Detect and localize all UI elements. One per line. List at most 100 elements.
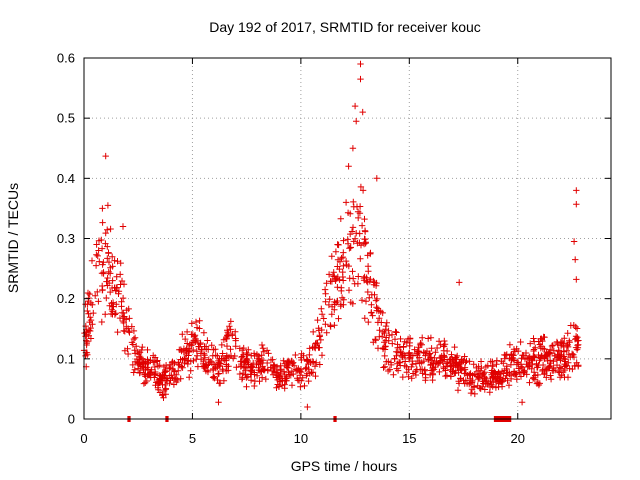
data-point bbox=[328, 253, 335, 260]
data-point bbox=[239, 369, 247, 377]
data-point bbox=[392, 328, 399, 335]
data-point bbox=[118, 303, 125, 310]
data-point bbox=[349, 145, 357, 152]
data-point bbox=[527, 340, 534, 347]
data-point bbox=[385, 337, 392, 344]
data-point bbox=[470, 383, 478, 390]
data-point bbox=[243, 356, 250, 363]
data-point bbox=[437, 354, 444, 362]
data-point bbox=[121, 328, 128, 335]
data-point bbox=[536, 357, 543, 364]
data-point bbox=[535, 361, 542, 369]
data-point bbox=[530, 352, 537, 360]
data-point bbox=[413, 366, 421, 373]
data-point bbox=[188, 331, 195, 338]
data-point bbox=[140, 364, 147, 372]
data-point bbox=[104, 274, 111, 282]
data-point bbox=[365, 268, 372, 275]
data-point bbox=[386, 366, 393, 373]
data-point bbox=[114, 328, 121, 336]
data-point bbox=[306, 345, 313, 352]
data-point bbox=[504, 377, 511, 384]
data-point bbox=[364, 288, 371, 296]
data-point bbox=[403, 369, 410, 376]
data-point bbox=[475, 363, 482, 370]
data-point bbox=[328, 303, 336, 310]
data-point bbox=[263, 347, 271, 354]
data-point bbox=[428, 367, 435, 374]
data-point bbox=[242, 364, 249, 372]
data-point bbox=[539, 337, 546, 345]
data-point bbox=[318, 311, 326, 318]
data-point bbox=[186, 374, 193, 381]
chart-title: Day 192 of 2017, SRMTID for receiver kou… bbox=[209, 19, 481, 35]
data-point bbox=[232, 328, 239, 335]
data-point bbox=[357, 183, 365, 191]
data-point bbox=[573, 187, 580, 194]
data-point bbox=[217, 360, 224, 367]
data-point bbox=[543, 374, 550, 381]
data-point bbox=[454, 387, 462, 394]
data-point bbox=[312, 372, 319, 380]
data-point bbox=[536, 380, 543, 387]
data-point bbox=[547, 376, 555, 383]
data-point bbox=[100, 259, 107, 266]
data-point bbox=[481, 375, 488, 382]
data-point bbox=[472, 371, 480, 378]
data-point bbox=[384, 367, 392, 375]
data-point bbox=[530, 335, 537, 342]
data-point bbox=[354, 208, 362, 215]
data-point bbox=[162, 362, 170, 369]
data-point bbox=[412, 371, 420, 379]
data-point bbox=[98, 270, 106, 277]
data-point bbox=[394, 367, 402, 374]
data-point bbox=[117, 271, 124, 278]
data-point bbox=[105, 268, 112, 276]
data-point bbox=[247, 377, 255, 384]
data-point bbox=[136, 360, 143, 367]
data-point bbox=[84, 307, 91, 315]
data-point bbox=[131, 334, 139, 341]
data-point bbox=[87, 316, 95, 324]
data-point bbox=[151, 363, 158, 371]
data-point bbox=[567, 322, 574, 329]
data-point bbox=[304, 357, 311, 365]
data-point bbox=[215, 399, 222, 406]
data-point bbox=[238, 376, 246, 383]
data-point bbox=[419, 370, 426, 377]
data-point bbox=[316, 344, 323, 351]
data-point bbox=[303, 372, 310, 379]
data-point bbox=[93, 241, 100, 248]
data-point bbox=[450, 358, 458, 365]
data-point bbox=[317, 336, 324, 344]
data-point bbox=[92, 292, 99, 299]
data-point bbox=[391, 336, 399, 343]
data-point bbox=[109, 277, 116, 284]
data-point bbox=[309, 344, 316, 351]
data-point bbox=[375, 307, 382, 315]
x-tick-label: 15 bbox=[402, 431, 416, 446]
data-point bbox=[333, 299, 340, 306]
data-point bbox=[292, 351, 299, 359]
data-point bbox=[89, 321, 96, 328]
data-point bbox=[359, 187, 367, 194]
data-point bbox=[561, 335, 568, 342]
data-point bbox=[561, 366, 568, 374]
data-point bbox=[150, 359, 157, 366]
data-point bbox=[106, 279, 113, 287]
x-tick-label: 5 bbox=[189, 431, 196, 446]
data-point bbox=[316, 332, 323, 339]
data-point bbox=[422, 352, 429, 359]
data-point bbox=[88, 257, 96, 264]
data-point bbox=[253, 361, 260, 368]
data-point bbox=[162, 368, 169, 375]
data-point bbox=[542, 352, 549, 359]
data-point bbox=[84, 289, 92, 297]
data-point bbox=[397, 335, 404, 343]
data-point bbox=[382, 322, 390, 330]
data-point bbox=[156, 372, 163, 379]
data-point bbox=[572, 344, 580, 351]
data-point bbox=[334, 241, 341, 248]
data-point bbox=[102, 311, 109, 318]
data-point bbox=[109, 299, 117, 306]
